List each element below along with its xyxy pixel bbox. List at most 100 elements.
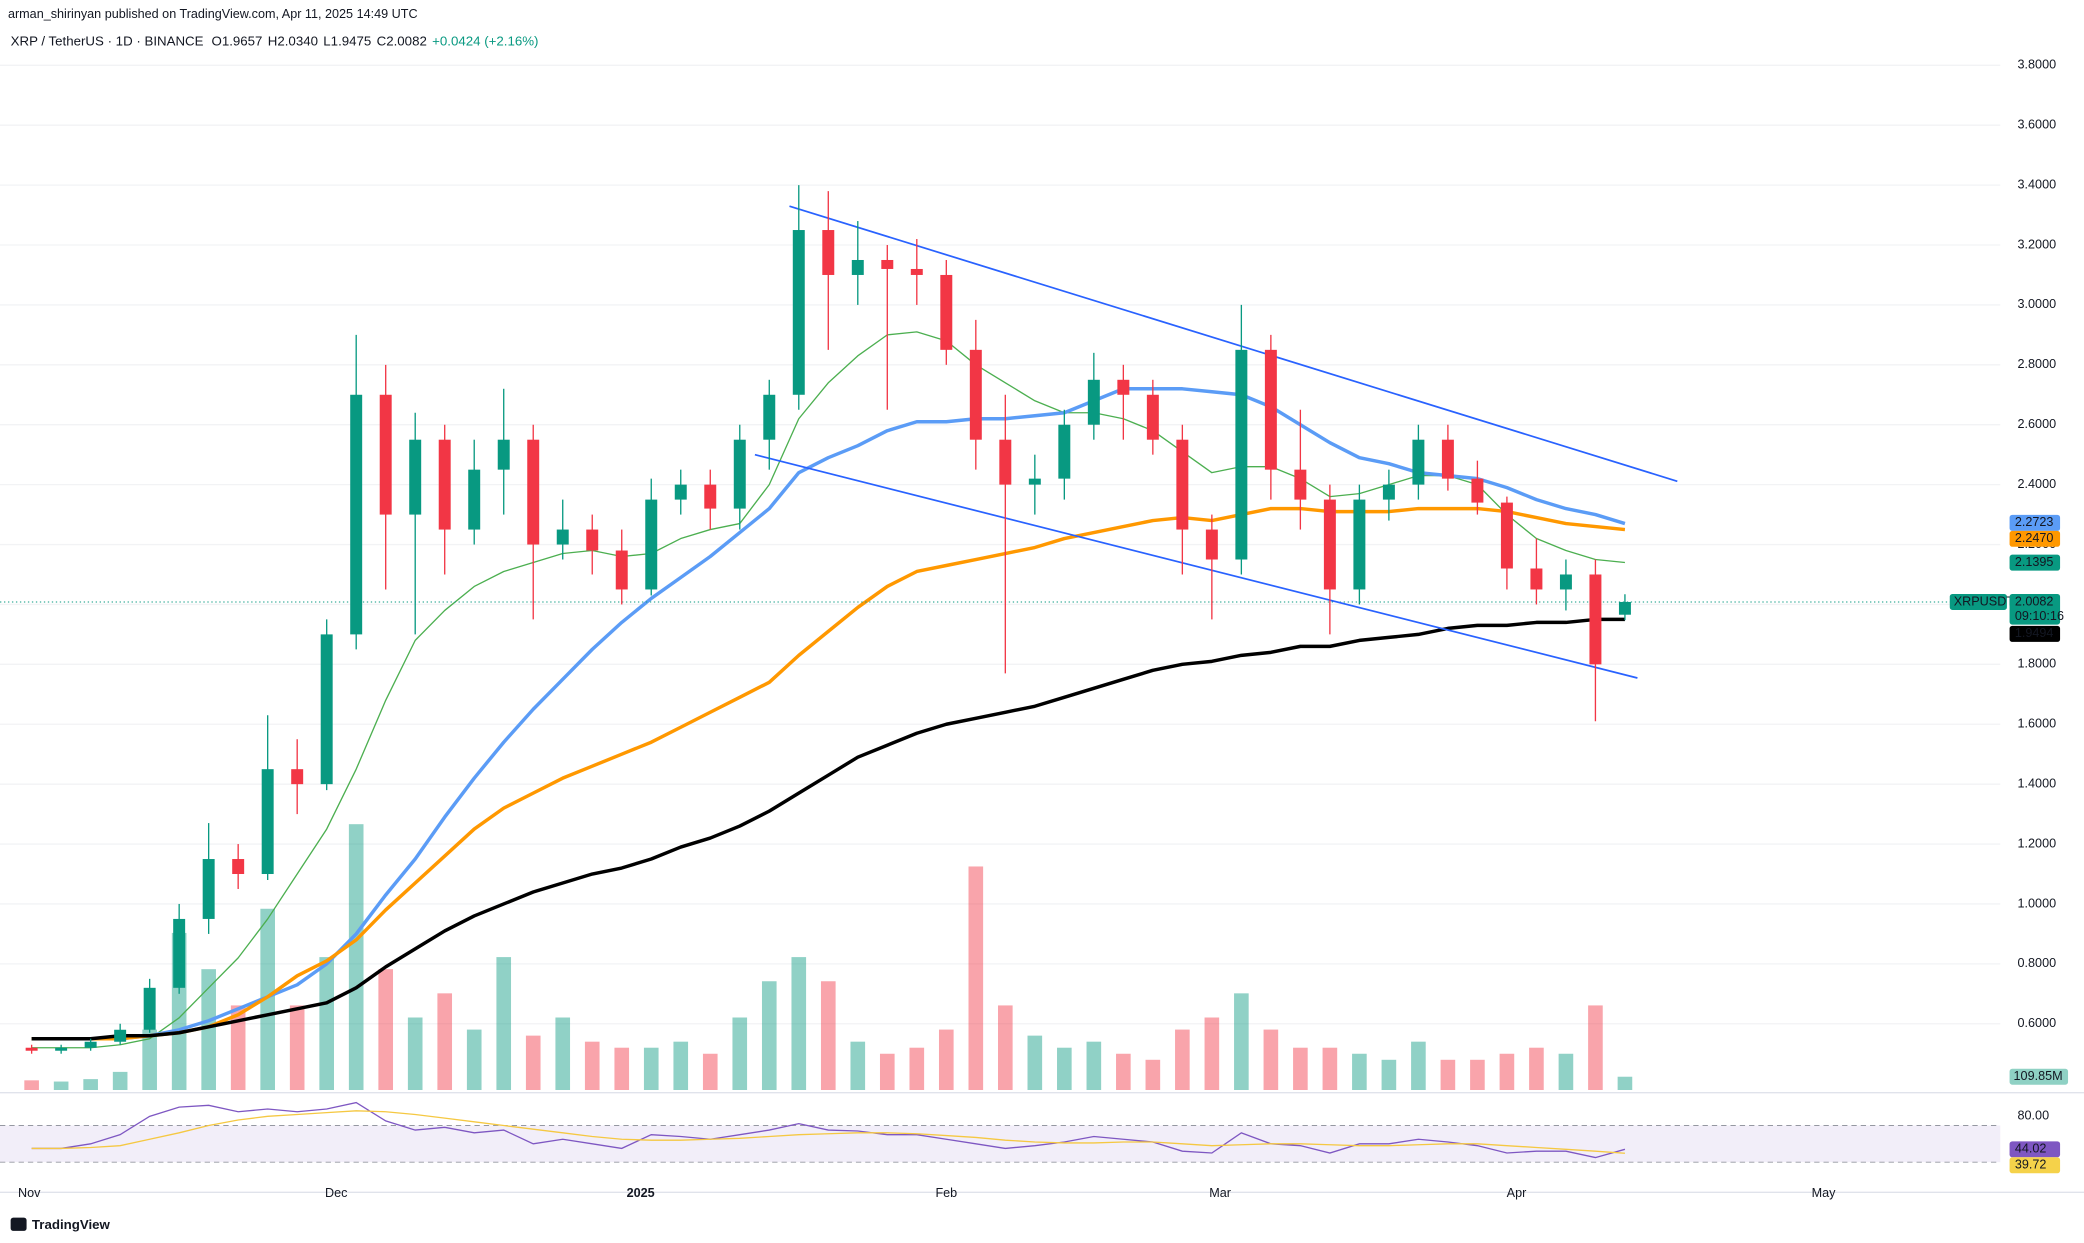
candle-body [1500, 502, 1513, 569]
moving-average-line [31, 617, 1625, 1041]
symbol-badge-label: XRPUSDT [1954, 594, 2015, 608]
rsi-badge-label: 39.72 [2015, 1158, 2047, 1172]
volume-bar [998, 1005, 1013, 1091]
volume-bar [1086, 1041, 1102, 1091]
candle-body [763, 394, 776, 440]
volume-bar [525, 1035, 541, 1091]
candle-body [55, 1047, 68, 1051]
rsi-badge-label: 44.02 [2015, 1142, 2047, 1156]
x-tick-label: Apr [1507, 1186, 1527, 1200]
x-tick-label: 2025 [627, 1186, 655, 1200]
ohlc: C2.0082 [377, 33, 427, 48]
y-tick-label: 3.2000 [2018, 237, 2057, 251]
volume-bar [112, 1071, 128, 1091]
volume-bar [1411, 1041, 1426, 1091]
candle-body [1235, 349, 1248, 560]
y-tick-label: 1.6000 [2018, 717, 2057, 731]
x-tick-label: Mar [1209, 1186, 1231, 1200]
candle-body [1530, 568, 1543, 590]
volume-bar [555, 1017, 571, 1091]
candle-body [1412, 439, 1425, 485]
candle-body [1028, 478, 1041, 485]
logo [10, 1217, 27, 1231]
volume-bar [1499, 1053, 1515, 1091]
volume-pane [24, 824, 1633, 1091]
trend-line [754, 453, 1638, 679]
rsi-badge [2009, 1141, 2061, 1158]
volume-bar [673, 1041, 689, 1091]
y-tick-label: 0.6000 [2018, 1016, 2057, 1030]
candle-body [1146, 394, 1159, 440]
y-tick-label: 2.8000 [2018, 357, 2057, 371]
volume-bar [1529, 1047, 1544, 1091]
price-badge-label: 2.2470 [2015, 531, 2054, 545]
candle-body [822, 230, 835, 275]
volume-bar [1588, 1005, 1603, 1091]
volume-bar [230, 1005, 246, 1091]
ohlc: O1.9657 [211, 33, 262, 48]
last-price-badge [2009, 594, 2061, 625]
volume-bar [496, 957, 512, 1091]
y-tick-label: 1.2000 [2018, 836, 2057, 850]
volume-bar [1116, 1053, 1131, 1091]
candle-body [910, 268, 923, 275]
volume-bar [1293, 1047, 1308, 1091]
volume-badge-label: 109.85M [2014, 1069, 2063, 1083]
volume-bar [968, 866, 984, 1091]
candle-body [645, 499, 658, 590]
volume-bar [584, 1041, 600, 1091]
y-tick-label: 1.4000 [2018, 776, 2057, 790]
volume-bar [83, 1079, 98, 1091]
trend-line [789, 205, 1678, 483]
y-tick-label: 3.6000 [2018, 118, 2057, 132]
candle-body [320, 634, 333, 785]
candle-body [143, 987, 156, 1030]
candle-body [1205, 529, 1218, 560]
y-tick-label: 3.4000 [2018, 177, 2057, 191]
candle-body [615, 550, 628, 590]
footer: TradingView [32, 1217, 111, 1232]
candle-body [556, 529, 569, 545]
candle-body [851, 259, 864, 275]
legend-row: XRP / TetherUS · 1D · BINANCE O1.9657 H2.0… [11, 33, 539, 48]
candle-body [84, 1041, 97, 1048]
candle-body [586, 529, 599, 551]
candle-body [114, 1029, 127, 1042]
y-tick-label: 2.4000 [2018, 477, 2057, 491]
y-tick-label: 3.0000 [2018, 297, 2057, 311]
price-badge [2009, 530, 2061, 547]
volume-bar [1175, 1029, 1190, 1091]
candle-body [881, 259, 894, 269]
x-tick-label: Feb [935, 1186, 957, 1200]
rsi-band [0, 1125, 2001, 1163]
price-badge [2009, 554, 2061, 571]
volume-bar [1381, 1059, 1397, 1091]
volume-bar [1145, 1059, 1161, 1091]
y-tick-label: 1.0000 [2018, 896, 2057, 910]
volume-bar [879, 1053, 895, 1091]
candle-body [173, 918, 186, 988]
volume-bar [909, 1047, 925, 1091]
volume-bar [1057, 1047, 1072, 1091]
x-tick-label: May [1812, 1186, 1837, 1200]
rsi-ma-line [31, 1110, 1625, 1154]
volume-bar [24, 1080, 39, 1091]
candle-body [25, 1047, 38, 1051]
candle-body [1382, 484, 1395, 500]
volume-bar [437, 993, 453, 1091]
candle-body [999, 439, 1012, 485]
candles [25, 185, 1631, 1054]
volume-bar [1027, 1035, 1043, 1091]
symbol-badge [1949, 594, 2007, 610]
candle-body [792, 230, 805, 395]
price-badge [2009, 514, 2061, 531]
countdown-label: 09:10:16 [2015, 609, 2064, 623]
volume-badge [2009, 1068, 2069, 1085]
change: +0.0424 (+2.16%) [432, 33, 538, 48]
volume-bar [850, 1041, 866, 1091]
volume-bar [643, 1047, 659, 1091]
publisher: arman_shirinyan published on TradingView… [8, 7, 418, 21]
candle-body [1264, 349, 1277, 470]
